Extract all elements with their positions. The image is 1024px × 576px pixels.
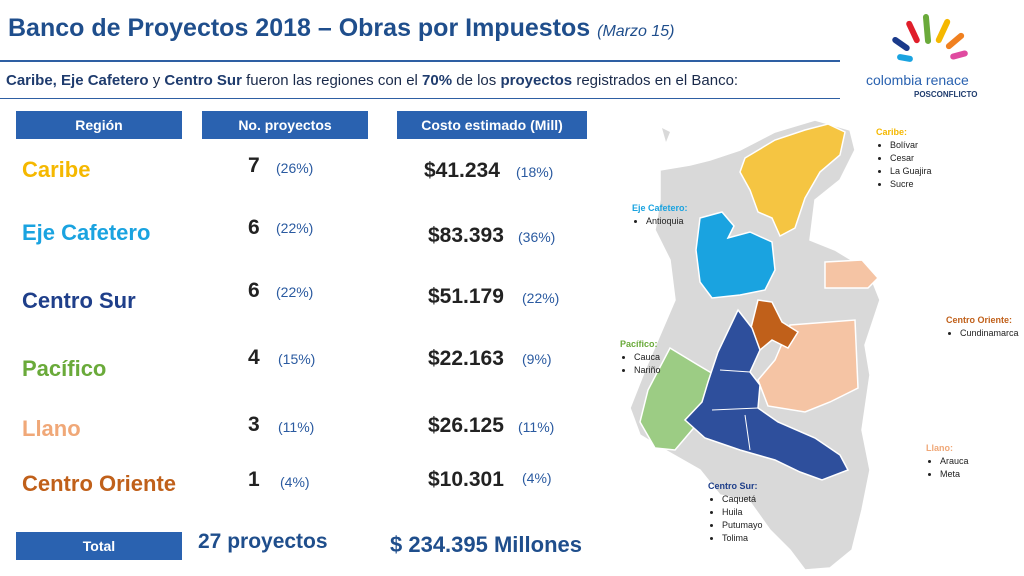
legend-item: Cauca — [634, 351, 661, 364]
map-region-pacifico — [639, 346, 721, 451]
subtitle-part: Centro Sur — [164, 72, 242, 89]
map-region-eje-cafetero — [695, 211, 776, 299]
title-date: (Marzo 15) — [597, 23, 675, 40]
cost-pct-centro-oriente: (4%) — [522, 470, 552, 486]
legend-item: Caquetá — [722, 493, 763, 506]
legend-item: Tolima — [722, 532, 763, 545]
cost-llano: $26.125 — [428, 414, 504, 437]
legend-item: Antioquia — [646, 215, 688, 228]
subtitle: Caribe, Eje Cafetero y Centro Sur fueron… — [6, 72, 738, 89]
cost-pacifico: $22.163 — [428, 347, 504, 370]
subtitle-part: y — [148, 72, 165, 89]
title-text: Banco de Proyectos 2018 – Obras por Impu… — [8, 14, 591, 42]
subtitle-part: 70% — [422, 72, 453, 89]
region-pacifico: Pacífico — [22, 356, 107, 381]
subtitle-part: Caribe, Eje Cafetero — [6, 72, 149, 89]
legend-pacifico: Pacífico: Cauca Nariño — [620, 338, 661, 377]
legend-item: Huila — [722, 506, 763, 519]
cost-centro-sur: $51.179 — [428, 285, 504, 308]
region-centro-sur: Centro Sur — [22, 288, 136, 313]
count-pct-centro-oriente: (4%) — [280, 474, 310, 490]
total-cost: $ 234.395 Millones — [390, 532, 582, 557]
colombia-regions-map — [629, 119, 880, 571]
logo-rays-icon — [892, 14, 968, 62]
region-eje-cafetero: Eje Cafetero — [22, 220, 151, 245]
legend-item: Cesar — [890, 152, 932, 165]
legend-centro-oriente-title: Centro Oriente: — [946, 315, 1013, 325]
total-label: Total — [16, 532, 182, 560]
cost-pct-llano: (11%) — [518, 419, 555, 435]
region-caribe: Caribe — [22, 157, 91, 182]
legend-centro-oriente: Centro Oriente: Cundinamarca — [946, 314, 1019, 340]
total-projects: 27 proyectos — [198, 530, 328, 553]
legend-item: Sucre — [890, 178, 932, 191]
legend-item: Bolívar — [890, 139, 932, 152]
cost-pct-caribe: (18%) — [516, 164, 554, 180]
cost-pct-centro-sur: (22%) — [522, 290, 560, 306]
count-pct-caribe: (26%) — [276, 160, 314, 176]
map-region-centro-sur — [683, 308, 850, 481]
page-title: Banco de Proyectos 2018 – Obras por Impu… — [8, 14, 674, 43]
region-centro-oriente: Centro Oriente — [22, 471, 177, 496]
colombia-renace-logo: colombia renace POSCONFLICTO — [858, 10, 998, 102]
map-region-centro-sur-borders — [711, 369, 759, 451]
legend-item: Arauca — [940, 455, 969, 468]
cost-pct-pacifico: (9%) — [522, 351, 552, 367]
legend-caribe: Caribe: Bolívar Cesar La Guajira Sucre — [876, 126, 932, 191]
header-projects: No. proyectos — [202, 111, 368, 139]
count-caribe: 7 — [248, 154, 260, 177]
legend-item: Putumayo — [722, 519, 763, 532]
region-llano: Llano — [22, 416, 81, 441]
header-region: Región — [16, 111, 182, 139]
subtitle-rule — [0, 98, 840, 99]
header-cost: Costo estimado (Mill) — [397, 111, 587, 139]
legend-llano: Llano: Arauca Meta — [926, 442, 969, 481]
map-region-caribe — [739, 123, 846, 238]
count-pct-eje-cafetero: (22%) — [276, 220, 314, 236]
map-region-llano-arauca — [824, 259, 880, 289]
subtitle-part: de los — [452, 72, 501, 89]
subtitle-part: fueron las regiones con el — [241, 72, 423, 89]
cost-eje-cafetero: $83.393 — [428, 224, 504, 247]
count-pct-centro-sur: (22%) — [276, 284, 314, 300]
subtitle-part: registrados en el Banco: — [572, 72, 739, 89]
logo-subtext: POSCONFLICTO — [914, 90, 978, 99]
cost-pct-eje-cafetero: (36%) — [518, 229, 556, 245]
legend-pacifico-title: Pacífico: — [620, 339, 658, 349]
legend-item: Cundinamarca — [960, 327, 1019, 340]
count-pct-llano: (11%) — [278, 419, 315, 435]
count-pct-pacifico: (15%) — [278, 351, 316, 367]
legend-centro-sur-title: Centro Sur: — [708, 481, 758, 491]
map-islands — [662, 128, 670, 142]
count-pacifico: 4 — [248, 346, 260, 369]
legend-item: La Guajira — [890, 165, 932, 178]
legend-item: Nariño — [634, 364, 661, 377]
legend-centro-sur: Centro Sur: Caquetá Huila Putumayo Tolim… — [708, 480, 763, 545]
cost-caribe: $41.234 — [424, 159, 500, 182]
legend-llano-title: Llano: — [926, 443, 953, 453]
count-centro-oriente: 1 — [248, 468, 260, 491]
logo-text: colombia renace — [866, 72, 969, 88]
legend-eje-cafetero: Eje Cafetero: Antioquia — [632, 202, 688, 228]
cost-centro-oriente: $10.301 — [428, 468, 504, 491]
count-llano: 3 — [248, 413, 260, 436]
title-rule — [0, 60, 840, 62]
legend-eje-cafetero-title: Eje Cafetero: — [632, 203, 688, 213]
subtitle-part: proyectos — [500, 72, 573, 89]
legend-caribe-title: Caribe: — [876, 127, 908, 137]
count-centro-sur: 6 — [248, 279, 260, 302]
count-eje-cafetero: 6 — [248, 216, 260, 239]
legend-item: Meta — [940, 468, 969, 481]
